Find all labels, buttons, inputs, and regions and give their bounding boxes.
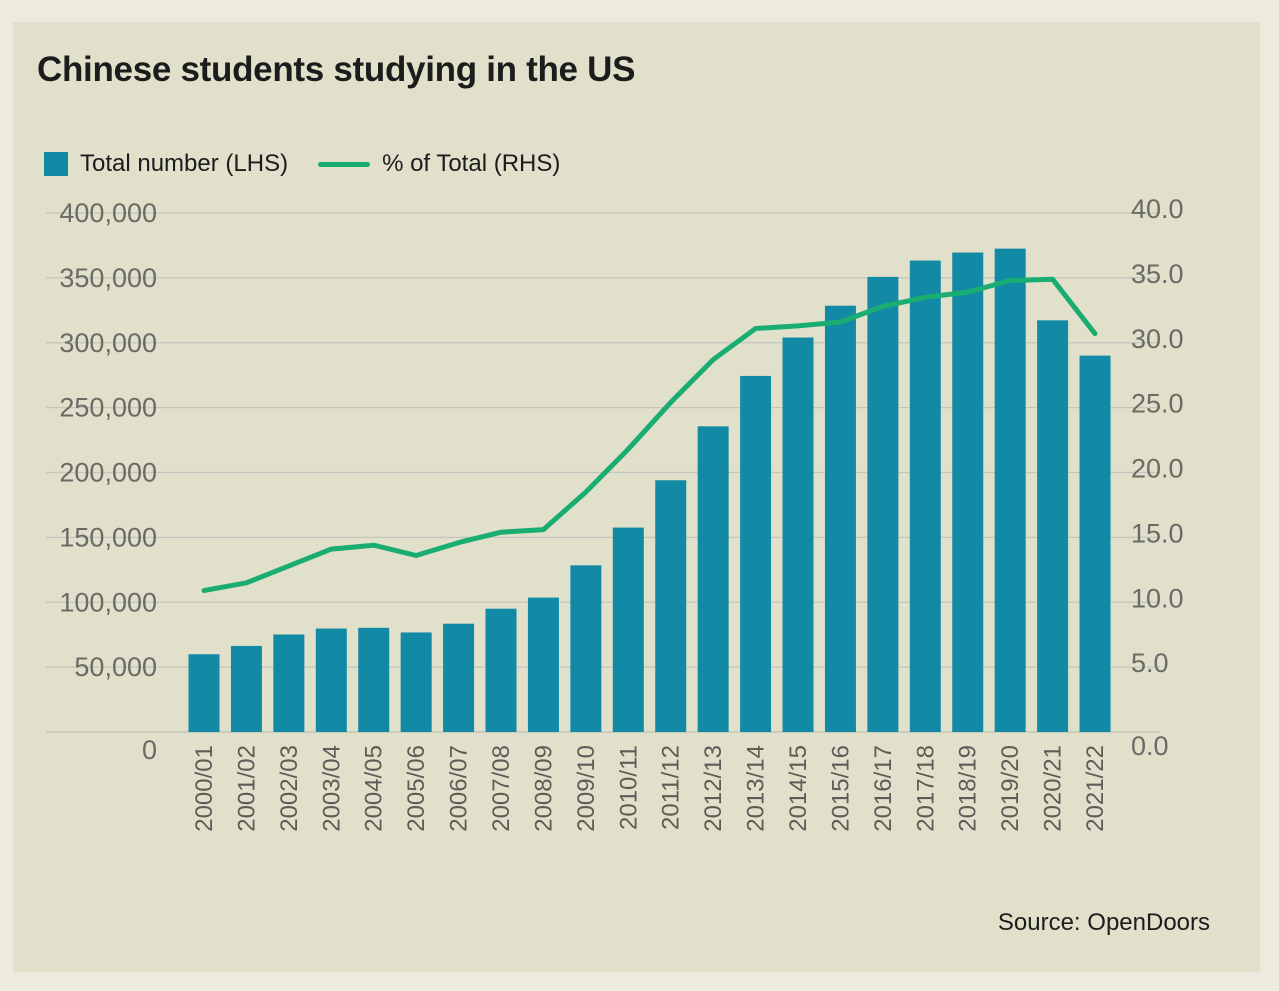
left-tick-label: 0 <box>142 735 157 765</box>
legend-line-swatch <box>318 161 371 167</box>
right-tick-label: 30.0 <box>1131 324 1184 354</box>
chart-title: Chinese students studying in the US <box>37 50 636 89</box>
line-percent-of-total <box>201 276 1098 594</box>
left-tick-label: 50,000 <box>74 652 157 682</box>
bar-2002/03 <box>273 634 305 732</box>
bar-2006/07 <box>443 623 475 732</box>
left-tick-label: 100,000 <box>59 587 157 617</box>
legend-line-label: % of Total (RHS) <box>382 150 561 177</box>
line-series <box>201 276 1098 594</box>
source-note: Source: OpenDoors <box>997 909 1210 936</box>
bar-2018/19 <box>952 252 984 732</box>
bar-2005/06 <box>400 632 432 732</box>
bar-2013/14 <box>740 375 772 732</box>
legend-bar-swatch <box>44 152 68 176</box>
x-tick-label: 2011/12 <box>658 745 685 830</box>
x-tick-label: 2008/09 <box>530 745 557 832</box>
bar-2003/04 <box>315 628 347 732</box>
x-tick-label: 2019/20 <box>997 745 1024 832</box>
x-tick-label: 2007/08 <box>488 745 515 832</box>
x-tick-label: 2003/04 <box>318 745 345 832</box>
x-tick-label: 2005/06 <box>403 745 430 832</box>
right-tick-label: 40.0 <box>1131 194 1184 224</box>
left-tick-label: 300,000 <box>59 328 157 358</box>
right-tick-label: 25.0 <box>1131 389 1184 419</box>
left-axis: 0 50,000 100,000 150,000 200,000 250,000 300,0… <box>59 198 157 765</box>
x-tick-label: 2021/22 <box>1082 745 1109 832</box>
right-axis: 0.0 5.0 10.0 15.0 20.0 25.0 30.0 35.0 40.0 <box>1131 194 1184 761</box>
bar-2012/13 <box>697 426 729 732</box>
bar-2016/17 <box>867 276 899 732</box>
x-tick-label: 2012/13 <box>700 745 727 832</box>
x-tick-label: 2018/19 <box>955 745 982 832</box>
x-tick-label: 2000/01 <box>191 745 218 832</box>
left-tick-label: 400,000 <box>59 198 157 228</box>
x-tick-label: 2006/07 <box>446 745 473 832</box>
legend-bar-label: Total number (LHS) <box>80 150 289 177</box>
left-tick-label: 150,000 <box>59 522 157 552</box>
bar-2019/20 <box>994 248 1026 733</box>
x-tick-label: 2017/18 <box>912 745 939 832</box>
right-tick-label: 0.0 <box>1131 731 1169 761</box>
x-tick-label: 2010/11 <box>615 745 642 830</box>
bar-2021/22 <box>1079 355 1111 732</box>
bar-2009/10 <box>570 565 602 732</box>
bar-2000/01 <box>188 654 220 732</box>
left-tick-label: 200,000 <box>59 458 157 488</box>
bar-2015/16 <box>824 305 856 732</box>
bar-2011/12 <box>655 480 687 732</box>
x-axis: 2000/01 2001/02 2002/03 2003/04 2004/05 2005/… <box>191 745 1109 832</box>
bar-2017/18 <box>909 260 941 732</box>
bar-2014/15 <box>782 337 814 732</box>
x-tick-label: 2020/21 <box>1040 745 1067 832</box>
bars <box>188 248 1111 733</box>
bar-2020/21 <box>1037 320 1069 732</box>
bar-2008/09 <box>527 597 559 732</box>
x-tick-label: 2009/10 <box>573 745 600 832</box>
legend: Total number (LHS) % of Total (RHS) <box>44 150 560 178</box>
x-tick-label: 2004/05 <box>361 745 388 832</box>
bar-2001/02 <box>230 645 262 732</box>
bar-2007/08 <box>485 608 517 732</box>
right-tick-label: 35.0 <box>1131 259 1184 289</box>
right-tick-label: 20.0 <box>1131 454 1184 484</box>
bar-2010/11 <box>612 527 644 732</box>
right-tick-label: 10.0 <box>1131 583 1184 613</box>
bar-2004/05 <box>358 627 390 732</box>
x-tick-label: 2013/14 <box>743 745 770 832</box>
x-tick-label: 2016/17 <box>870 745 897 832</box>
left-tick-label: 250,000 <box>59 393 157 423</box>
x-tick-label: 2002/03 <box>276 745 303 832</box>
x-tick-label: 2014/15 <box>785 745 812 832</box>
right-tick-label: 5.0 <box>1131 648 1169 678</box>
right-tick-label: 15.0 <box>1131 518 1184 548</box>
x-tick-label: 2001/02 <box>233 745 260 832</box>
x-tick-label: 2015/16 <box>827 745 854 832</box>
left-tick-label: 350,000 <box>59 263 157 293</box>
